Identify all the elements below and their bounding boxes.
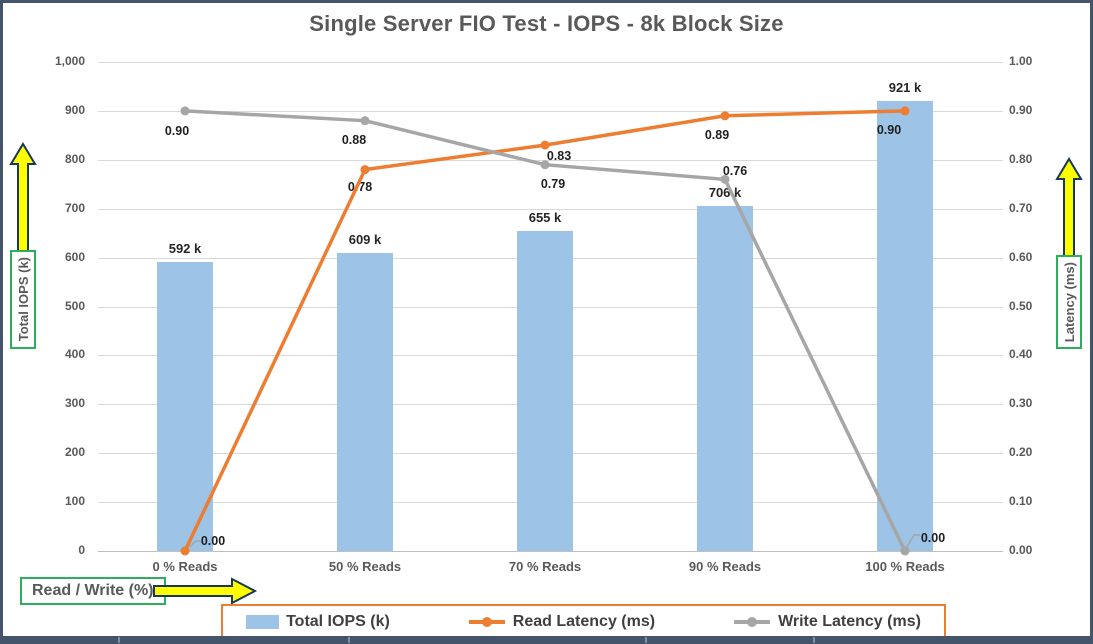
category-label: 0 % Reads (152, 559, 218, 574)
chart-title: Single Server FIO Test - IOPS - 8k Block… (309, 11, 784, 36)
band-separator (813, 637, 815, 643)
right-axis-tick-label: 0.00 (1009, 543, 1033, 557)
right-axis-tick-label: 0.40 (1009, 347, 1033, 362)
left-axis-tick-label: 0 (78, 543, 85, 557)
x-axis-label: Read / Write (%) (32, 582, 154, 599)
bar-total-iops (517, 230, 573, 551)
write-latency-value-label: 0.88 (341, 132, 367, 147)
right-axis-label-box: Latency (ms) (1056, 255, 1082, 349)
legend-item-total-iops: Total IOPS (k) (246, 613, 390, 631)
bar-total-iops (157, 261, 213, 551)
legend-label-write-latency: Write Latency (ms) (778, 612, 921, 630)
read-latency-line-marker-icon (468, 616, 505, 627)
bar-total-iops (877, 100, 933, 551)
right-axis-tick-label: 0.60 (1009, 249, 1033, 264)
band-separator (118, 637, 120, 643)
left-axis-label-box: Total IOPS (k) (10, 250, 36, 349)
left-axis-tick-label: 700 (64, 200, 85, 215)
left-axis-tick-label: 300 (64, 396, 85, 411)
write-latency-marker (360, 116, 370, 126)
read-latency-value-label: 0.78 (347, 179, 373, 194)
gridline (98, 551, 1003, 552)
right-axis-tick-label: 0.50 (1009, 298, 1033, 313)
gridline (98, 62, 1003, 63)
bottom-border-band (3, 636, 1090, 644)
category-label: 90 % Reads (688, 559, 762, 574)
gridline (98, 110, 1003, 112)
bar-value-label: 706 k (708, 184, 742, 200)
left-axis-tick-label: 600 (64, 249, 85, 264)
read-latency-value-label: 0.00 (200, 534, 226, 548)
bar-value-label: 655 k (528, 209, 562, 225)
write-latency-value-label: 0.90 (164, 123, 190, 138)
band-separator (348, 637, 350, 643)
right-axis-tick-label: 0.20 (1009, 445, 1033, 460)
read-latency-marker (720, 111, 730, 121)
left-axis-tick-label: 400 (64, 347, 85, 362)
left-axis-tick-label: 900 (64, 102, 85, 117)
left-axis-tick-label: 1,000 (54, 54, 85, 68)
right-axis-tick-label: 0.70 (1009, 200, 1033, 215)
left-axis-tick-label: 500 (64, 298, 85, 313)
category-label: 70 % Reads (508, 559, 582, 574)
read-latency-value-label: 0.90 (876, 122, 902, 137)
write-latency-line-marker-icon (734, 616, 771, 627)
x-axis-right-arrow-icon (153, 577, 258, 605)
read-latency-value-label: 0.83 (546, 149, 572, 164)
bar-value-label: 921 k (888, 79, 922, 95)
bar-value-label: 592 k (168, 240, 202, 256)
right-axis-tick-label: 1.00 (1009, 54, 1033, 68)
write-latency-value-label: 0.79 (540, 176, 566, 191)
left-axis-tick-label: 100 (64, 494, 85, 509)
x-axis-label-box: Read / Write (%) (20, 577, 166, 605)
legend-item-write-latency: Write Latency (ms) (733, 613, 921, 631)
right-axis-tick-label: 0.30 (1009, 396, 1033, 411)
legend-item-read-latency: Read Latency (ms) (468, 613, 655, 631)
legend-label-read-latency: Read Latency (ms) (512, 612, 656, 630)
right-axis-tick-label: 0.80 (1009, 151, 1033, 166)
bar-total-iops (337, 253, 393, 551)
bar-value-label: 609 k (348, 232, 382, 248)
left-axis-tick-label: 800 (64, 151, 85, 166)
category-label: 50 % Reads (328, 559, 402, 574)
read-latency-value-label: 0.89 (704, 127, 730, 142)
left-axis-tick-label: 200 (64, 445, 85, 460)
total-iops-swatch-icon (246, 614, 280, 629)
legend: Total IOPS (k) Read Latency (ms) Write L… (221, 604, 946, 639)
write-latency-value-label: 0.76 (722, 164, 748, 179)
right-axis-tick-label: 0.90 (1009, 102, 1033, 117)
bar-total-iops (697, 205, 753, 551)
band-separator (645, 637, 647, 643)
read-latency-marker (360, 165, 370, 175)
write-latency-value-label: 0.00 (920, 531, 946, 545)
category-label: 100 % Reads (865, 559, 945, 574)
right-axis-tick-label: 0.10 (1009, 494, 1033, 509)
legend-label-total-iops: Total IOPS (k) (286, 612, 390, 630)
